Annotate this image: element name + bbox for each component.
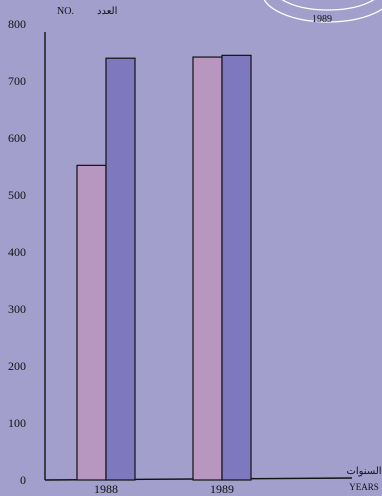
legend-year-label: 1989 [312, 14, 332, 25]
y-tick-label: 600 [8, 131, 26, 145]
x-tick-labels: 1988 1989 [94, 482, 234, 496]
legend-medallion: 1989 [263, 0, 382, 25]
bars-group [76, 54, 252, 481]
x-axis-label-arabic: السنوات [346, 466, 381, 477]
y-tick-label: 200 [8, 359, 26, 373]
y-tick-label: 400 [8, 245, 26, 259]
y-axis-label-english: NO. [57, 6, 74, 17]
y-tick-label: 500 [8, 188, 26, 202]
bar-1989-series-1 [192, 56, 223, 481]
x-axis-label-english: YEARS [349, 482, 379, 492]
y-axis-label-arabic: العدد [97, 6, 117, 17]
y-tick-label: 700 [8, 74, 26, 88]
y-tick-label: 800 [8, 17, 26, 31]
x-tick-label-1988: 1988 [94, 482, 118, 496]
y-tick-labels: 0 100 200 300 400 500 600 700 800 [8, 17, 26, 487]
y-tick-label: 0 [20, 473, 26, 487]
legend-outer-ring [263, 0, 382, 23]
bar-1988-series-2 [105, 57, 136, 481]
bar-1988-series-1 [76, 164, 107, 481]
legend-inner-ring [281, 0, 375, 11]
x-tick-label-1989: 1989 [210, 482, 234, 496]
bar-1989-series-2 [221, 54, 252, 481]
y-tick-label: 300 [8, 302, 26, 316]
y-tick-label: 100 [8, 416, 26, 430]
